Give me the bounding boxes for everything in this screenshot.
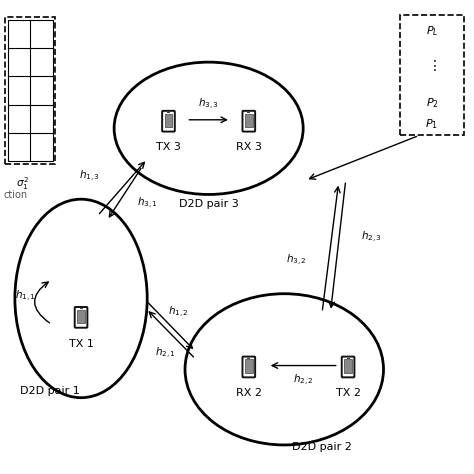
Bar <box>247 358 250 359</box>
Bar <box>8 19 53 161</box>
Text: $h_{3,1}$: $h_{3,1}$ <box>137 196 158 211</box>
Text: RX 3: RX 3 <box>236 143 262 153</box>
Text: $h_{3,3}$: $h_{3,3}$ <box>198 97 219 112</box>
Text: ction: ction <box>3 190 27 200</box>
Bar <box>344 359 352 373</box>
Text: $h_{3,2}$: $h_{3,2}$ <box>286 253 307 268</box>
Text: $h_{1,2}$: $h_{1,2}$ <box>167 305 188 319</box>
Text: $h_{2,1}$: $h_{2,1}$ <box>155 346 175 361</box>
Text: RX 2: RX 2 <box>236 388 262 398</box>
Text: $P_1$: $P_1$ <box>426 118 438 131</box>
FancyBboxPatch shape <box>342 356 355 377</box>
Text: D2D pair 2: D2D pair 2 <box>292 442 352 452</box>
Bar <box>167 112 170 113</box>
Bar <box>346 358 349 359</box>
Bar <box>77 310 85 323</box>
Bar <box>247 112 250 113</box>
Bar <box>245 359 253 373</box>
Bar <box>164 114 172 127</box>
Text: TX 3: TX 3 <box>156 143 181 153</box>
Text: D2D pair 1: D2D pair 1 <box>19 385 79 396</box>
Text: $\sigma_1^2$: $\sigma_1^2$ <box>16 175 29 192</box>
Text: $P_L$: $P_L$ <box>426 24 438 38</box>
FancyBboxPatch shape <box>243 356 255 377</box>
Text: TX 2: TX 2 <box>336 388 361 398</box>
Text: $\vdots$: $\vdots$ <box>427 58 437 73</box>
Bar <box>400 15 464 136</box>
Text: TX 1: TX 1 <box>69 338 93 348</box>
FancyBboxPatch shape <box>243 111 255 132</box>
Text: $h_{2,3}$: $h_{2,3}$ <box>361 229 382 245</box>
FancyBboxPatch shape <box>162 111 175 132</box>
Bar <box>245 114 253 127</box>
Text: $h_{1,1}$: $h_{1,1}$ <box>15 289 36 304</box>
Text: $h_{2,2}$: $h_{2,2}$ <box>293 373 313 388</box>
Text: $P_2$: $P_2$ <box>426 96 438 110</box>
Text: D2D pair 3: D2D pair 3 <box>179 199 238 209</box>
Text: $h_{1,3}$: $h_{1,3}$ <box>79 169 100 184</box>
Bar <box>5 17 55 164</box>
FancyBboxPatch shape <box>75 307 87 328</box>
